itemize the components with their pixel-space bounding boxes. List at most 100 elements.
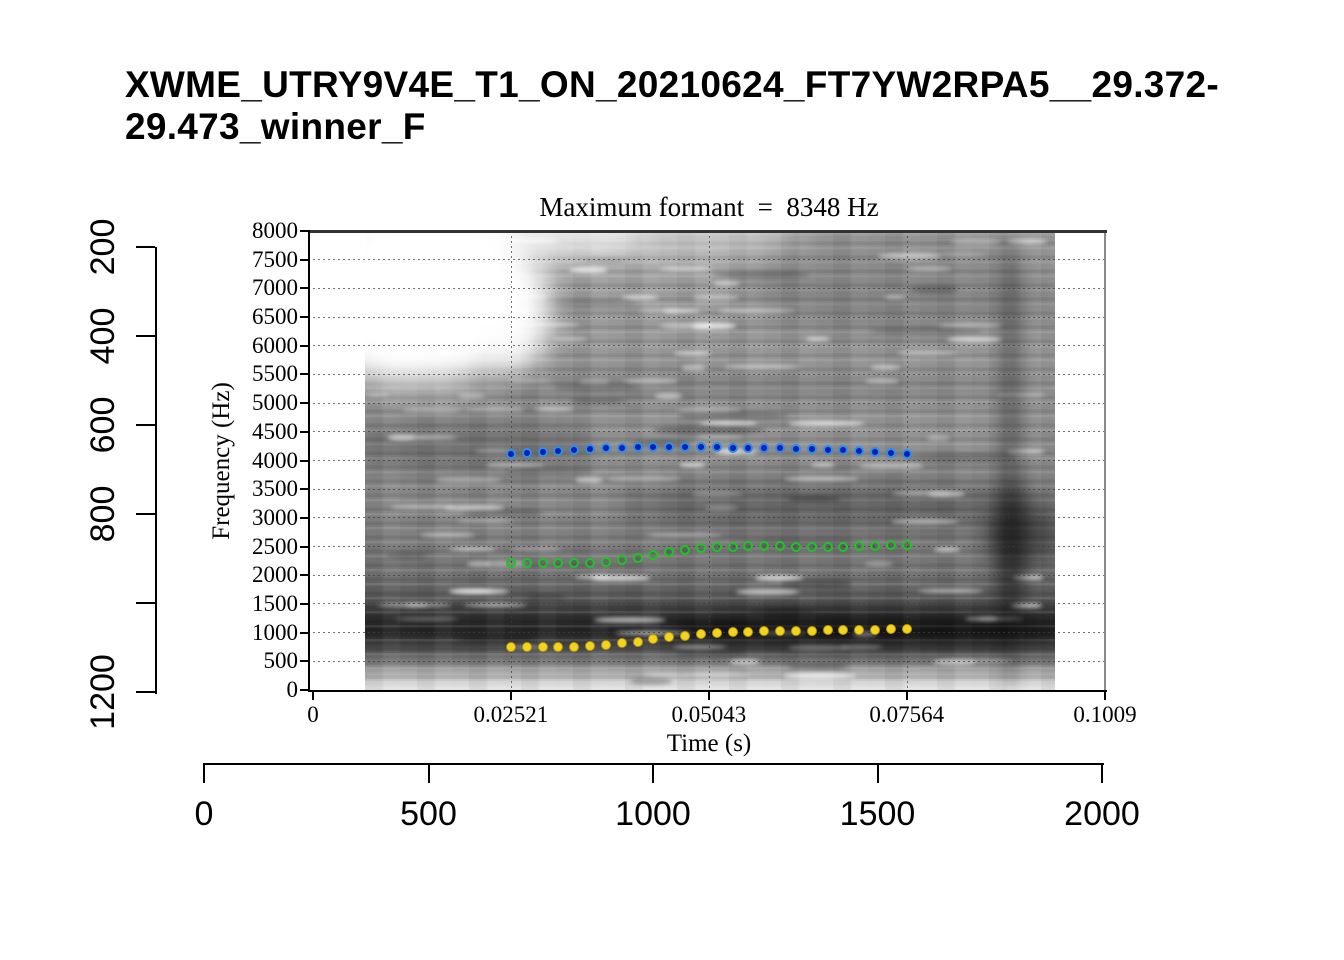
formant-track-F3-dot bbox=[585, 444, 596, 455]
spectrogram-texture-streak bbox=[713, 449, 743, 455]
formant-track-F2-dot bbox=[901, 539, 912, 550]
y-axis-tick bbox=[300, 689, 308, 691]
x-axis-line bbox=[308, 690, 1107, 692]
outer-bottom-tick-label: 0 bbox=[194, 795, 214, 833]
spectrogram-texture-streak bbox=[742, 538, 859, 546]
spectrogram-texture-streak bbox=[455, 519, 514, 524]
spectrogram-texture-streak bbox=[865, 379, 900, 383]
spectrogram-texture-streak bbox=[623, 379, 678, 383]
spectrogram-texture-streak bbox=[883, 295, 906, 300]
outer-left-axis-tick bbox=[136, 691, 155, 693]
x-axis-tick bbox=[312, 692, 314, 700]
spectrogram-texture-streak bbox=[754, 575, 804, 581]
spectrogram-texture-streak bbox=[712, 272, 811, 279]
spectrogram-shade-blob bbox=[483, 268, 545, 373]
spectrogram-texture-streak bbox=[504, 468, 594, 474]
formant-track-F1-dot bbox=[600, 639, 611, 650]
y-axis-tick bbox=[300, 287, 308, 290]
spectrogram-texture-streak bbox=[840, 645, 882, 649]
formant-track-F2-dot bbox=[505, 558, 516, 569]
spectrogram-texture-streak bbox=[897, 351, 958, 355]
outer-left-tick-label: 1200 bbox=[84, 654, 122, 730]
spectrogram-texture-streak bbox=[729, 659, 760, 665]
formant-track-F1-dot bbox=[521, 641, 532, 652]
outer-left-axis-tick bbox=[136, 513, 155, 515]
spectrogram-texture-streak bbox=[693, 295, 739, 300]
spectrogram-texture-streak bbox=[402, 407, 465, 413]
y-tick-label: 3500 bbox=[252, 476, 298, 502]
y-axis-tick bbox=[300, 373, 308, 376]
formant-track-F3-dot bbox=[727, 442, 738, 453]
y-tick-label: 1500 bbox=[252, 590, 298, 616]
spectrogram-texture-streak bbox=[890, 519, 960, 525]
spectrogram-texture-streak bbox=[891, 491, 952, 497]
formant-track-F2-dot bbox=[632, 553, 643, 564]
y-axis-tick bbox=[300, 660, 308, 663]
y-axis-tick bbox=[300, 488, 308, 491]
formant-track-F1-dot bbox=[648, 634, 659, 645]
formant-track-F3-dot bbox=[743, 442, 754, 453]
spectrogram-texture-streak bbox=[783, 673, 856, 679]
spectrogram-texture-streak bbox=[673, 351, 712, 357]
spectrogram-texture-streak bbox=[637, 309, 680, 313]
formant-track-F3-dot bbox=[790, 443, 801, 454]
spectrogram-texture-streak bbox=[947, 337, 1003, 343]
spectrogram-shade-blob bbox=[365, 418, 595, 473]
spectrogram-texture-streak bbox=[509, 547, 563, 551]
spectrogram-texture-streak bbox=[525, 594, 566, 601]
spectrogram-texture-streak bbox=[460, 510, 545, 517]
formant-track-F3-dot bbox=[553, 445, 564, 456]
outer-left-axis-tick bbox=[136, 602, 155, 604]
spectrogram-texture-streak bbox=[447, 589, 492, 594]
outer-bottom-axis-tick bbox=[427, 763, 430, 783]
formant-track-F2-dot bbox=[838, 541, 849, 552]
spectrogram-texture-streak bbox=[436, 477, 501, 484]
outer-bottom-axis-tick bbox=[652, 763, 654, 783]
outer-bottom-axis-tick bbox=[876, 763, 879, 783]
formant-track-F1-dot bbox=[616, 638, 627, 649]
formant-track-F1-dot bbox=[775, 625, 786, 636]
spectrogram-texture-streak bbox=[949, 239, 1001, 246]
y-axis-tick bbox=[300, 631, 308, 634]
spectrogram-texture-streak bbox=[388, 435, 458, 441]
spectrogram-texture-streak bbox=[529, 300, 638, 307]
spectrogram-shade-blob bbox=[625, 483, 1055, 528]
spectrogram-texture-streak bbox=[713, 281, 740, 287]
spectrogram-texture-streak bbox=[658, 323, 714, 330]
spectrogram-texture-streak bbox=[788, 664, 848, 670]
outer-left-tick-label: 600 bbox=[84, 396, 122, 454]
formant-track-F2-dot bbox=[711, 542, 722, 553]
spectrogram-texture-streak bbox=[1012, 575, 1043, 580]
spectrogram-texture-streak bbox=[902, 454, 1016, 462]
y-axis-tick bbox=[300, 258, 308, 261]
outer-bottom-tick-label: 2000 bbox=[1064, 795, 1140, 833]
spectrogram-shade-blob bbox=[998, 483, 1026, 613]
spectrogram-texture-streak bbox=[591, 575, 651, 581]
outer-left-tick-label: 200 bbox=[84, 218, 122, 276]
spectrogram-texture-streak bbox=[420, 533, 475, 537]
formant-track-F2-dot bbox=[775, 541, 786, 552]
spectrogram-texture-streak bbox=[464, 603, 527, 607]
spectrogram-texture-streak bbox=[699, 421, 758, 427]
outer-left-tick-label: 400 bbox=[84, 307, 122, 365]
spectrogram-texture-streak bbox=[579, 379, 610, 386]
gridline-vertical bbox=[708, 231, 710, 690]
gridline-vertical bbox=[510, 231, 512, 690]
y-axis-tick bbox=[300, 602, 308, 605]
spectrogram-texture-streak bbox=[681, 365, 707, 372]
spectrogram-shade-blob bbox=[985, 508, 1055, 563]
formant-track-F3-dot bbox=[822, 444, 833, 455]
spectrogram-texture-streak bbox=[388, 435, 415, 441]
x-axis-tick bbox=[905, 692, 908, 700]
y-tick-label: 2500 bbox=[252, 533, 298, 559]
x-tick-label: 0.07564 bbox=[869, 702, 945, 727]
formant-track-F1-dot bbox=[537, 641, 548, 652]
formant-track-F3-dot bbox=[680, 441, 691, 452]
spectrogram-texture-streak bbox=[622, 295, 659, 300]
spectrogram-texture-streak bbox=[805, 337, 830, 341]
formant-track-F3-dot bbox=[664, 441, 675, 452]
spectrogram-texture-streak bbox=[475, 449, 513, 453]
formant-track-F2-dot bbox=[806, 541, 817, 552]
y-axis-tick bbox=[300, 545, 308, 548]
